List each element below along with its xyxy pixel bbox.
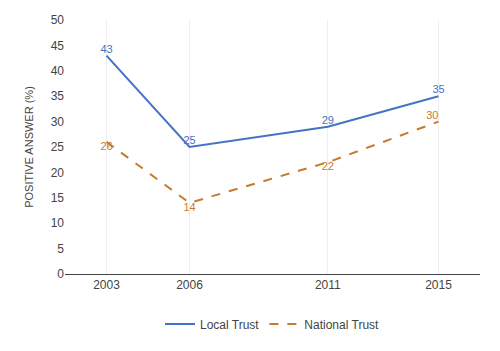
svg-text:35: 35 (432, 83, 444, 95)
svg-text:Local Trust: Local Trust (200, 318, 259, 332)
svg-text:2006: 2006 (176, 278, 203, 292)
svg-text:22: 22 (322, 160, 334, 172)
svg-text:2015: 2015 (425, 278, 452, 292)
svg-text:26: 26 (100, 140, 112, 152)
svg-text:25: 25 (51, 140, 65, 154)
svg-text:2003: 2003 (93, 278, 120, 292)
svg-text:15: 15 (51, 191, 65, 205)
svg-text:40: 40 (51, 64, 65, 78)
svg-text:43: 43 (100, 43, 112, 55)
svg-text:45: 45 (51, 39, 65, 53)
svg-text:20: 20 (51, 166, 65, 180)
svg-text:0: 0 (57, 267, 64, 281)
svg-text:35: 35 (51, 89, 65, 103)
svg-text:5: 5 (57, 242, 64, 256)
svg-text:30: 30 (51, 115, 65, 129)
svg-text:10: 10 (51, 216, 65, 230)
svg-text:2011: 2011 (315, 278, 341, 292)
svg-text:29: 29 (322, 114, 334, 126)
svg-text:30: 30 (426, 109, 438, 121)
svg-text:25: 25 (183, 134, 195, 146)
svg-text:14: 14 (183, 201, 195, 213)
svg-text:50: 50 (51, 13, 65, 27)
svg-text:National Trust: National Trust (304, 318, 379, 332)
svg-text:POSITIVE ANSWER (%): POSITIVE ANSWER (%) (23, 86, 35, 208)
